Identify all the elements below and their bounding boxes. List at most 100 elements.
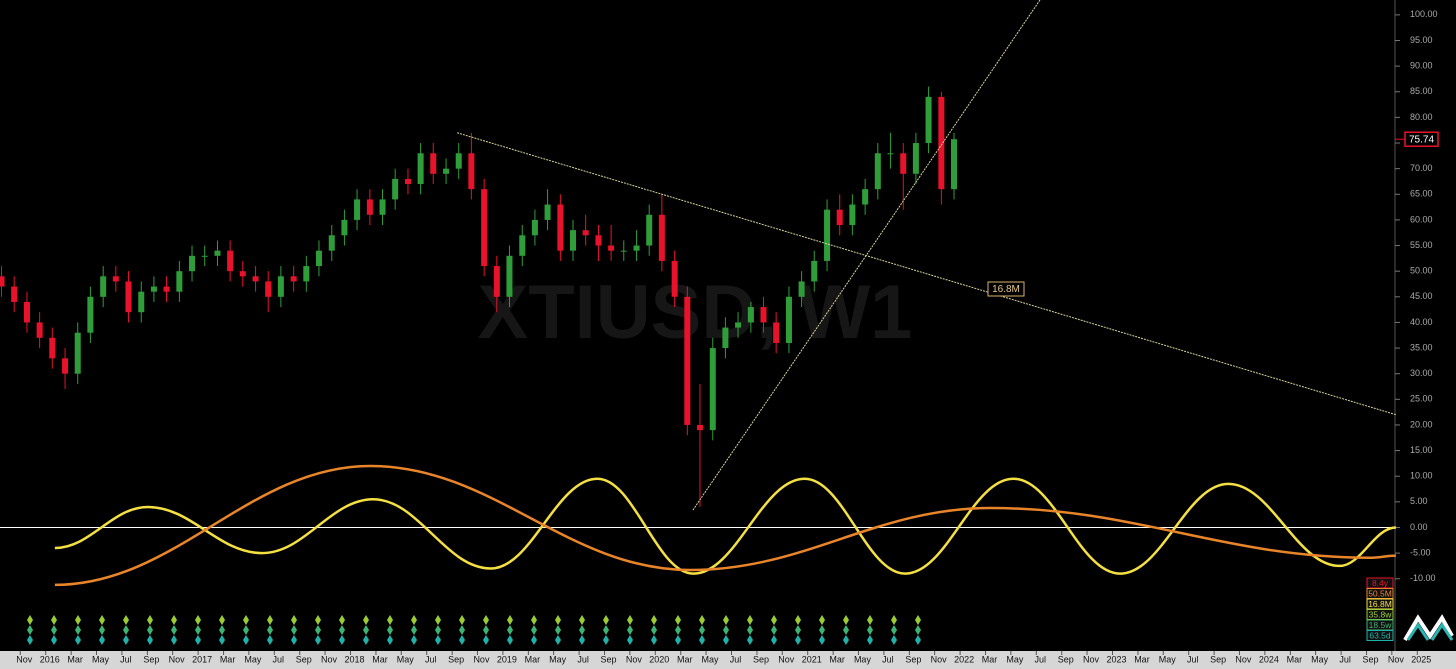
- cycle-marker: [123, 635, 129, 645]
- candle-body: [722, 327, 729, 349]
- x-tick-label: 2022: [954, 654, 974, 664]
- candle-body: [443, 168, 450, 174]
- y-tick-label: 30.00: [1410, 368, 1433, 378]
- cycle-marker: [651, 615, 657, 625]
- y-tick-label: 20.00: [1410, 419, 1433, 429]
- x-tick-label: Sep: [1210, 654, 1226, 664]
- cycle-marker: [387, 615, 393, 625]
- x-tick-label: Nov: [169, 654, 186, 664]
- cycle-marker: [507, 635, 513, 645]
- cycle-marker: [555, 635, 561, 645]
- candle-body: [785, 296, 792, 343]
- x-tick-label: Jul: [120, 654, 132, 664]
- cycle-marker: [243, 615, 249, 625]
- logo: [1403, 614, 1454, 642]
- x-tick-label: May: [1006, 654, 1024, 664]
- candle-body: [227, 250, 234, 272]
- cycle-marker: [411, 625, 417, 635]
- trendline: [692, 0, 1041, 511]
- last-price-label: 75.74: [1409, 134, 1434, 145]
- logo-mark: [1403, 614, 1454, 642]
- x-tick-label: Nov: [778, 654, 795, 664]
- candle-body: [912, 143, 919, 174]
- annotation: 16.8M: [992, 284, 1020, 295]
- cycle-marker: [651, 625, 657, 635]
- candle-body: [798, 281, 805, 297]
- cycle-marker: [555, 615, 561, 625]
- candle-body: [696, 424, 703, 431]
- x-tick-label: Nov: [321, 654, 338, 664]
- cycle-label: 16.8M: [1368, 599, 1392, 609]
- cycle-marker: [291, 635, 297, 645]
- candle-body: [684, 296, 691, 425]
- candle-body: [493, 266, 500, 297]
- candle-body: [824, 209, 831, 261]
- x-tick-label: Nov: [1083, 654, 1100, 664]
- x-tick-label: Nov: [1388, 654, 1405, 664]
- y-tick-label: 45.00: [1410, 291, 1433, 301]
- x-tick-label: May: [702, 654, 720, 664]
- cycle-marker: [99, 635, 105, 645]
- candle-body: [519, 235, 526, 256]
- cycle-marker: [51, 635, 57, 645]
- cycle-marker: [483, 625, 489, 635]
- cycle-label: 35.8w: [1369, 609, 1393, 619]
- candle-body: [315, 250, 322, 267]
- cycle-marker: [339, 635, 345, 645]
- candle-body: [265, 281, 272, 297]
- cycle-marker: [891, 625, 897, 635]
- cycle-marker: [75, 615, 81, 625]
- cycle-marker: [531, 635, 537, 645]
- cycle-marker: [747, 615, 753, 625]
- candle-body: [392, 178, 399, 200]
- x-tick-label: Mar: [677, 654, 693, 664]
- watermark: XTIUSD, W1: [478, 270, 913, 355]
- cycle-marker: [795, 635, 801, 645]
- cycle-marker: [435, 625, 441, 635]
- candle-body: [176, 271, 183, 292]
- cycle-marker: [627, 635, 633, 645]
- candle-body: [36, 322, 43, 338]
- last-price-box: [1404, 131, 1439, 147]
- cycle-marker: [675, 615, 681, 625]
- candle-body: [239, 271, 246, 277]
- x-tick-label: May: [1159, 654, 1177, 664]
- candle-body: [849, 204, 856, 226]
- cycle-marker: [675, 635, 681, 645]
- candle-body: [366, 199, 373, 215]
- cycle-marker: [723, 615, 729, 625]
- x-tick-label: 2021: [802, 654, 822, 664]
- x-tick-label: May: [92, 654, 110, 664]
- cycle-marker: [459, 635, 465, 645]
- candle-body: [620, 250, 627, 252]
- candle-body: [531, 219, 538, 236]
- x-tick-label: Sep: [601, 654, 617, 664]
- candle-body: [481, 189, 488, 267]
- trendline: [457, 132, 1397, 416]
- cycle-marker: [459, 615, 465, 625]
- candle-body: [608, 245, 615, 251]
- candle-body: [87, 296, 94, 333]
- candle-body: [341, 219, 348, 236]
- x-tick-label: 2018: [344, 654, 364, 664]
- y-tick-label: 40.00: [1410, 317, 1433, 327]
- cycle-marker: [387, 625, 393, 635]
- candle-body: [252, 276, 259, 282]
- candle-body: [100, 276, 107, 297]
- candle-body: [595, 235, 602, 246]
- cycle-marker: [795, 625, 801, 635]
- candle-body: [277, 276, 284, 297]
- cycle-marker: [579, 615, 585, 625]
- cycle-marker: [627, 615, 633, 625]
- cycle-marker: [243, 635, 249, 645]
- x-tick-label: Nov: [626, 654, 643, 664]
- cycle-marker: [435, 635, 441, 645]
- y-tick-label: 60.00: [1410, 214, 1433, 224]
- cycle-marker: [411, 635, 417, 645]
- candle-body: [773, 322, 780, 343]
- candle-body: [633, 245, 640, 251]
- candle-body: [862, 189, 869, 205]
- x-tick-label: Mar: [829, 654, 845, 664]
- cycle-marker: [915, 615, 921, 625]
